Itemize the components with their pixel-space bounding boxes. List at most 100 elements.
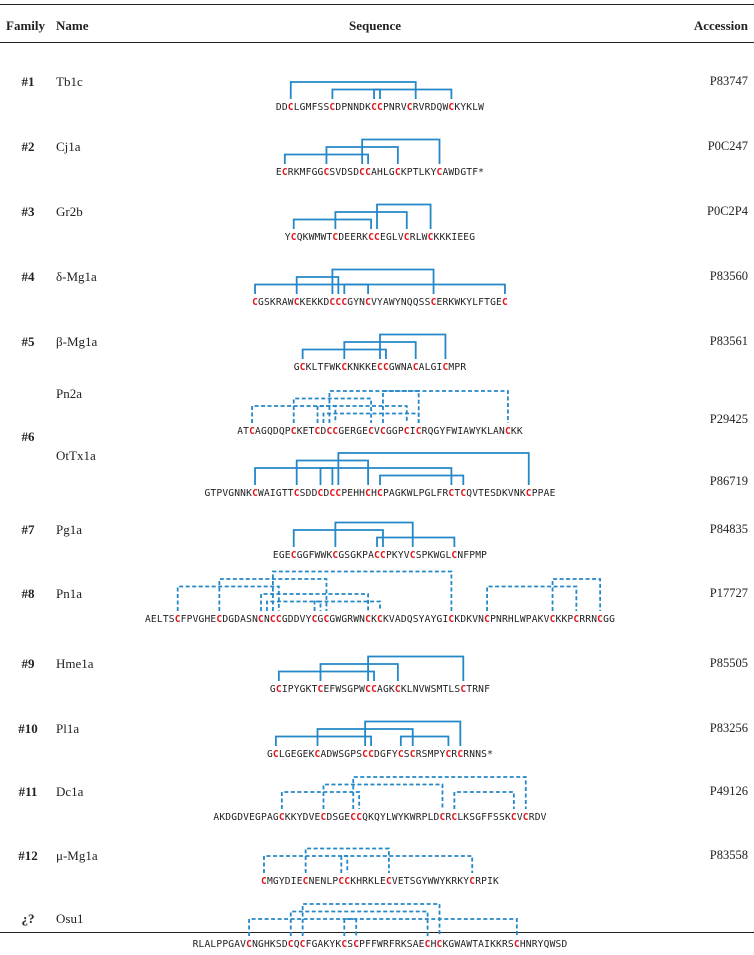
accession-id: P0C247 [707, 139, 748, 153]
toxin-name: Gr2b [56, 204, 83, 219]
disulfide-bond [319, 663, 399, 681]
table-row: #3 Gr2b P0C2P4 YCQKWMWTCDEERKCCEGLVCRLWCKKK… [0, 178, 754, 243]
disulfide-bond [379, 333, 447, 359]
header-name: Name [56, 18, 89, 33]
table-row: #4 δ-Mg1a P83560 CGSKRAWCKEKKDCCCGYNCVYAWYN… [0, 243, 754, 308]
family-label: #4 [21, 269, 35, 284]
disulfide-bond [331, 88, 381, 99]
disulfide-bond [304, 847, 390, 873]
sequence-text: GCLGEGEKCADWSGPSCCDGFYCSCRSMPYCRCRNNS* [267, 749, 493, 760]
disulfide-bond [399, 735, 450, 746]
table-row: #5 β-Mg1a P83561 GCKLTFWKCKNKKECCGWNACALGIC… [0, 308, 754, 373]
disulfide-bond [364, 720, 462, 746]
disulfide-bond [292, 218, 372, 229]
disulfide-bond [334, 211, 408, 229]
disulfide-bond [376, 536, 456, 547]
disulfide-bond [328, 390, 420, 423]
family-label: #10 [18, 721, 38, 736]
disulfide-bond [295, 276, 340, 294]
table-row: OtTx1a P86719 GTPVGNNKCWAIGTTCSDDCDCCPEHHC… [0, 434, 754, 499]
sequence-text: AKDGDVEGPAGCKKYDVECDSGECCQKQYLWYKWRPLDCR… [213, 812, 546, 823]
disulfide-bond [319, 467, 453, 485]
family-label: #11 [18, 784, 38, 799]
accession-id: P83747 [709, 74, 748, 88]
disulfide-bond [322, 783, 444, 809]
toxin-name: δ-Mg1a [56, 269, 97, 284]
sequence-text: AELTSCFPVGHECDGDASNCNCCGDDVYCGCGWGRWNCKC… [145, 614, 615, 625]
disulfide-bond [379, 474, 465, 485]
disulfide-bond [280, 791, 361, 809]
accession-id: P29425 [709, 412, 748, 426]
accession-id: P0C2P4 [707, 204, 748, 218]
toxin-name: Dc1a [56, 784, 84, 799]
table-row: #8 Pn1a P17727 AELTSCFPVGHECDGDASNCNCCGDDVY… [0, 560, 754, 625]
sequence-diagram: EGECGGFWWKCGSGKPACCPKYVCSPKWGLCNFPMP [273, 521, 487, 561]
sequence-diagram: ECRKMFGGCSVDSDCCAHLGCKPTLKYCAWDGTF* [276, 138, 484, 178]
disulfide-bond [486, 585, 578, 611]
disulfide-bond [292, 529, 384, 547]
sequence-text: EGECGGFWWKCGSGKPACCPKYVCSPKWGLCNFPMP [273, 550, 487, 561]
sequence-diagram: GCIPYGKTCEFWSGPWCCAGKCKLNVWSMTLSCTRNF [270, 655, 490, 695]
disulfide-bond [295, 459, 369, 485]
family-label: ¿? [21, 911, 35, 926]
disulfide-bond [176, 585, 280, 611]
disulfide-bond [274, 735, 372, 746]
toxin-name: OtTx1a [56, 448, 96, 463]
sequence-text: YCQKWMWTCDEERKCCEGLVCRLWCKKKIEEG [285, 232, 475, 243]
disulfide-bond [272, 570, 453, 611]
sequence-text: DDCLGMFSSCDPNNDKCCPNRVCRVRDQWCKYKLW [276, 102, 484, 113]
disulfide-bond [260, 593, 369, 611]
sequence-text: ATCAGQDQPCKETCDCCGERGECVCGGPCICRQGYFWIAW… [237, 426, 523, 437]
sequence-diagram: GCKLTFWKCKNKKECCGWNACALGICMPR [294, 333, 467, 373]
header-accession: Accession [693, 18, 748, 33]
disulfide-bond [254, 283, 506, 294]
table-row: #9 Hme1a P85505 GCIPYGKTCEFWSGPWCCAGKCKLNVW… [0, 630, 754, 695]
disulfide-bond [551, 578, 602, 611]
disulfide-bond [343, 918, 518, 936]
disulfide-bond [266, 600, 322, 611]
accession-id: P49126 [709, 784, 748, 798]
toxin-name: Pn2a [56, 386, 82, 401]
header-rule [0, 42, 754, 43]
toxin-name: Pn1a [56, 586, 82, 601]
disulfide-bond [248, 918, 358, 936]
toxin-name: Pg1a [56, 522, 82, 537]
toxin-name: Cj1a [56, 139, 81, 154]
family-label: #7 [21, 522, 35, 537]
table-row: #11 Dc1a P49126 AKDGDVEGPAGCKKYDVECDSGECCQK… [0, 758, 754, 823]
accession-id: P85505 [709, 656, 748, 670]
sequence-text: GTPVGNNKCWAIGTTCSDDCDCCPEHHCHCPAGKWLPGLF… [204, 488, 555, 499]
sequence-text: GCIPYGKTCEFWSGPWCCAGKCKLNVWSMTLSCTRNF [270, 684, 490, 695]
family-label: #9 [21, 656, 35, 671]
table-row: #10 Pl1a P83256 GCLGEGEKCADWSGPSCCDGFYCSCRS… [0, 695, 754, 760]
accession-id: P86719 [709, 474, 748, 488]
sequence-text: GCKLTFWKCKNKKECCGWNACALGICMPR [294, 362, 467, 373]
toxin-name: Hme1a [56, 656, 94, 671]
accession-id: P83561 [709, 334, 748, 348]
sequence-diagram: ATCAGQDQPCKETCDCCGERGECVCGGPCICRQGYFWIAW… [237, 390, 523, 437]
sequence-diagram: GCLGEGEKCADWSGPSCCDGFYCSCRSMPYCRCRNNS* [267, 720, 493, 760]
disulfide-bond [361, 138, 441, 164]
sequence-text: ECRKMFGGCSVDSDCCAHLGCKPTLKYCAWDGTF* [276, 167, 484, 178]
disulfide-bond [337, 452, 530, 485]
disulfide-bond [301, 903, 441, 936]
sequence-diagram: AELTSCFPVGHECDGDASNCNCCGDDVYCGCGWGRWNCKC… [145, 570, 615, 625]
accession-id: P83558 [709, 848, 748, 862]
family-label: #3 [21, 204, 35, 219]
disulfide-bond [382, 390, 509, 423]
disulfide-bond [373, 88, 453, 99]
sequence-diagram: YCQKWMWTCDEERKCCEGLVCRLWCKKKIEEG [285, 203, 475, 243]
disulfide-bond [376, 203, 432, 229]
sequence-diagram: CGSKRAWCKEKKDCCCGYNCVYAWYNQQSSCERKWKYLFT… [252, 268, 508, 308]
disulfide-bond [289, 81, 417, 99]
family-label: #2 [21, 139, 35, 154]
disulfide-bond [334, 521, 414, 547]
sequence-text: RLALPPGAVCNGHKSDCQCFGAKYKCSCPFFWRFRKSAEC… [193, 939, 568, 950]
table-row: ¿? Osu1 RLALPPGAVCNGHKSDCQCFGAKYKCSCPFFWRF… [0, 885, 754, 950]
disulfide-bond [313, 600, 381, 611]
table-row: #2 Cj1a P0C247 ECRKMFGGCSVDSDCCAHLGCKPTLKYC… [0, 113, 754, 178]
disulfide-bond [292, 397, 372, 423]
table-bottom-rule [0, 932, 754, 933]
disulfide-bond [352, 776, 527, 809]
